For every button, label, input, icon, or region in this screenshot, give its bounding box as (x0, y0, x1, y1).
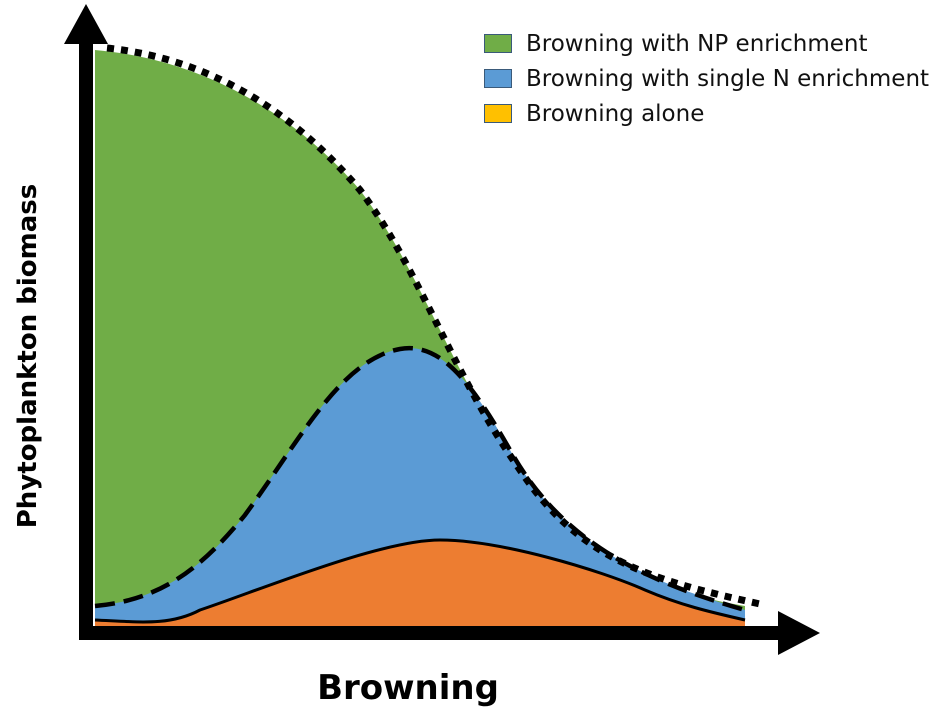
n-enrichment-area (95, 348, 745, 625)
y-axis-arrowhead (64, 4, 108, 44)
x-axis-label: Browning (317, 668, 499, 708)
np-enrichment-area (95, 50, 745, 625)
legend: Browning with NP enrichment Browning wit… (484, 26, 929, 131)
legend-swatch-n (484, 69, 512, 88)
x-axis-arrowhead (778, 611, 820, 655)
legend-swatch-alone (484, 104, 512, 123)
y-axis-label: Phytoplankton biomass (13, 183, 43, 529)
legend-label-n: Browning with single N enrichment (526, 65, 930, 92)
legend-item-np: Browning with NP enrichment (484, 26, 929, 61)
browning-alone-line (94, 538, 746, 624)
browning-alone-area (95, 540, 745, 630)
legend-item-n: Browning with single N enrichment (484, 61, 929, 96)
legend-swatch-np (484, 34, 512, 53)
legend-label-alone: Browning alone (526, 100, 705, 127)
legend-item-alone: Browning alone (484, 96, 929, 131)
legend-label-np: Browning with NP enrichment (526, 30, 868, 57)
n-enrichment-dashed-line (94, 345, 746, 613)
